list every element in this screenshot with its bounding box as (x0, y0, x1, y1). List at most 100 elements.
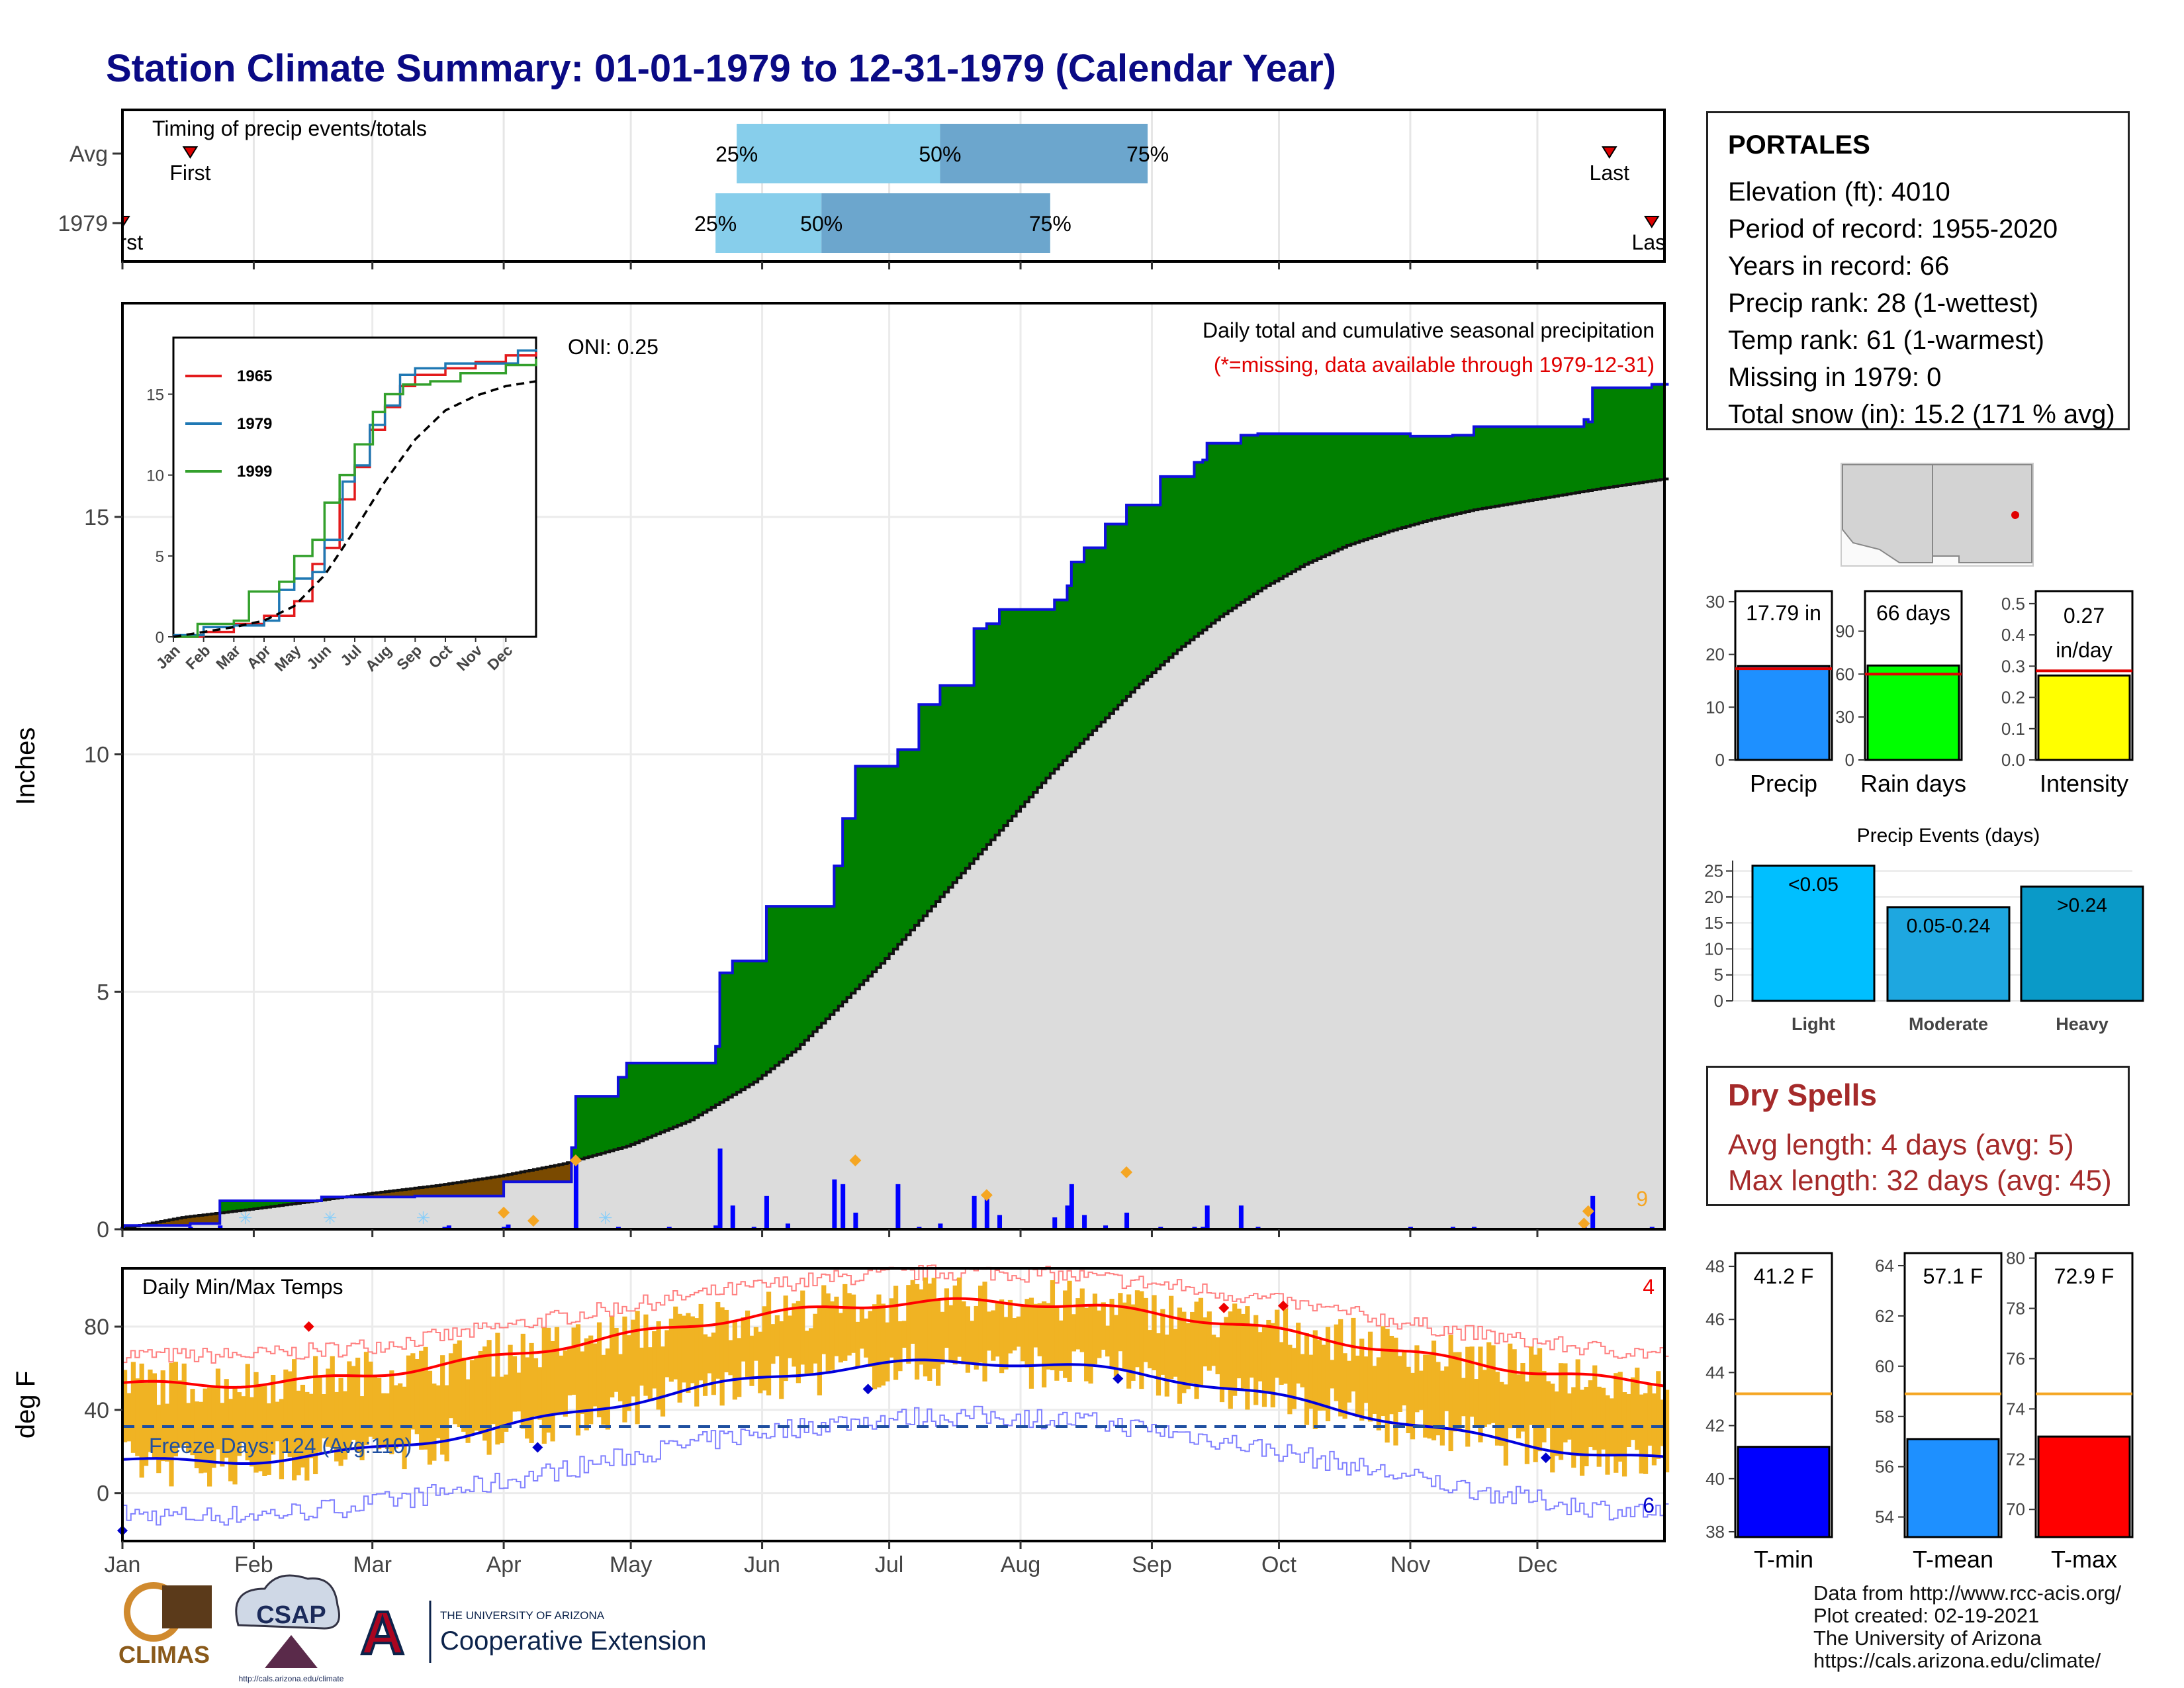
daily-precip-bar (713, 1225, 719, 1229)
deficit-fill (377, 1192, 382, 1197)
surplus-fill (702, 1062, 707, 1113)
record-low-marker (532, 1442, 543, 1453)
surplus-fill (1596, 387, 1602, 489)
surplus-fill (1033, 609, 1038, 792)
precip-frame (121, 302, 1666, 1231)
deficit-fill (490, 1177, 496, 1196)
daily-temp-bar (605, 1348, 610, 1430)
corner-count-low: 6 (1643, 1493, 1655, 1517)
daily-temp-bar (495, 1333, 500, 1445)
daily-temp-bar (995, 1303, 1000, 1357)
surplus-fill (1194, 462, 1199, 637)
snow-marker (980, 1189, 993, 1201)
new-mexico-shape (1932, 464, 2032, 563)
daily-temp-bar (1063, 1290, 1068, 1378)
daily-temp-bar (1232, 1303, 1238, 1396)
surplus-fill (575, 1096, 580, 1160)
temp-tick-label: 62 (1875, 1306, 1894, 1326)
daily-temp-bar (652, 1331, 657, 1389)
avg-cumulative-line (122, 477, 1669, 1230)
month-label: Nov (1390, 1552, 1430, 1577)
surplus-fill (1181, 476, 1187, 647)
daily-temp-bar (245, 1364, 250, 1461)
surplus-fill (1469, 435, 1475, 511)
surplus-fill (880, 766, 886, 964)
summary-tick-label: 0.3 (2001, 656, 2025, 676)
surplus-fill (677, 1062, 682, 1125)
event-bar-label: <0.05 (1788, 874, 1839, 896)
event-category: Light (1792, 1014, 1835, 1034)
daily-temp-bar (1130, 1304, 1136, 1381)
event-marker (1601, 146, 1617, 159)
daily-temp-bar (936, 1299, 941, 1386)
surplus-fill (1524, 426, 1529, 502)
surplus-fill (1028, 609, 1034, 798)
surplus-fill (991, 624, 996, 840)
temp-bar (1737, 1446, 1831, 1538)
surplus-fill (1224, 443, 1229, 614)
daily-temp-bar (1206, 1311, 1212, 1371)
daily-temp-bar (639, 1347, 645, 1386)
snow-marker (1120, 1166, 1133, 1178)
surplus-fill (825, 906, 831, 1019)
timing-row-label: 1979 (58, 211, 108, 236)
temp-tick-label: 74 (2006, 1399, 2025, 1419)
temp-bar-name: T-mean (1913, 1546, 1993, 1573)
climas-logo-icon (162, 1585, 212, 1628)
daily-temp-bar (423, 1346, 428, 1450)
daily-temp-bar (783, 1295, 788, 1382)
deficit-fill (546, 1166, 551, 1182)
deficit-fill (559, 1164, 564, 1182)
temp-bar-name: T-max (2051, 1546, 2117, 1573)
surplus-fill (770, 906, 776, 1069)
daily-temp-bar (1516, 1374, 1522, 1438)
daily-temp-bar (779, 1321, 784, 1399)
daily-temp-bar (1600, 1387, 1606, 1450)
daily-temp-bar (122, 1370, 128, 1442)
daily-temp-bar (723, 1309, 729, 1373)
daily-temp-bar (1058, 1320, 1064, 1371)
daily-temp-bar (236, 1392, 242, 1456)
daily-temp-bar (817, 1307, 822, 1395)
daily-temp-bar (292, 1359, 297, 1481)
summary-tick-label: 30 (1835, 707, 1854, 727)
daily-temp-bar (304, 1391, 310, 1481)
daily-temp-bar (232, 1386, 238, 1485)
summary-tick-label: 0 (1715, 750, 1725, 770)
surplus-fill (876, 766, 882, 968)
daily-temp-bar (156, 1405, 161, 1474)
deficit-fill (215, 1213, 220, 1224)
surplus-fill (978, 628, 983, 855)
daily-temp-bar (169, 1362, 174, 1487)
surplus-fill (885, 766, 890, 959)
surplus-fill (245, 1200, 250, 1210)
daily-temp-bar (859, 1307, 864, 1349)
surplus-fill (1143, 504, 1148, 680)
timing-panel: Timing of precip events/totals Avg 25% 50% 7… (0, 109, 1704, 269)
surplus-fill (1439, 436, 1445, 518)
daily-temp-bar (719, 1307, 725, 1406)
temp-tick-label: 76 (2006, 1348, 2025, 1368)
snow-marker (849, 1154, 862, 1166)
deficit-fill (393, 1190, 398, 1197)
daily-temp-bar (207, 1387, 212, 1487)
surplus-fill (1473, 426, 1479, 510)
daily-temp-bar (1300, 1354, 1305, 1387)
month-label: Apr (486, 1552, 522, 1577)
daily-temp-bar (686, 1313, 691, 1393)
daily-temp-bar (385, 1393, 390, 1449)
surplus-fill (1266, 434, 1271, 586)
daily-temp-bar (486, 1340, 492, 1455)
y-tick-label: 40 (84, 1398, 109, 1423)
deficit-fill (194, 1215, 199, 1224)
record-high-marker (303, 1321, 314, 1333)
surplus-fill (1101, 547, 1106, 722)
daily-temp-bar (533, 1358, 539, 1417)
surplus-fill (982, 628, 987, 850)
daily-temp-bar (550, 1340, 555, 1442)
daily-temp-bar (461, 1357, 467, 1432)
daily-temp-bar (673, 1306, 678, 1380)
surplus-fill (1385, 434, 1390, 533)
daily-temp-bar (469, 1360, 475, 1435)
